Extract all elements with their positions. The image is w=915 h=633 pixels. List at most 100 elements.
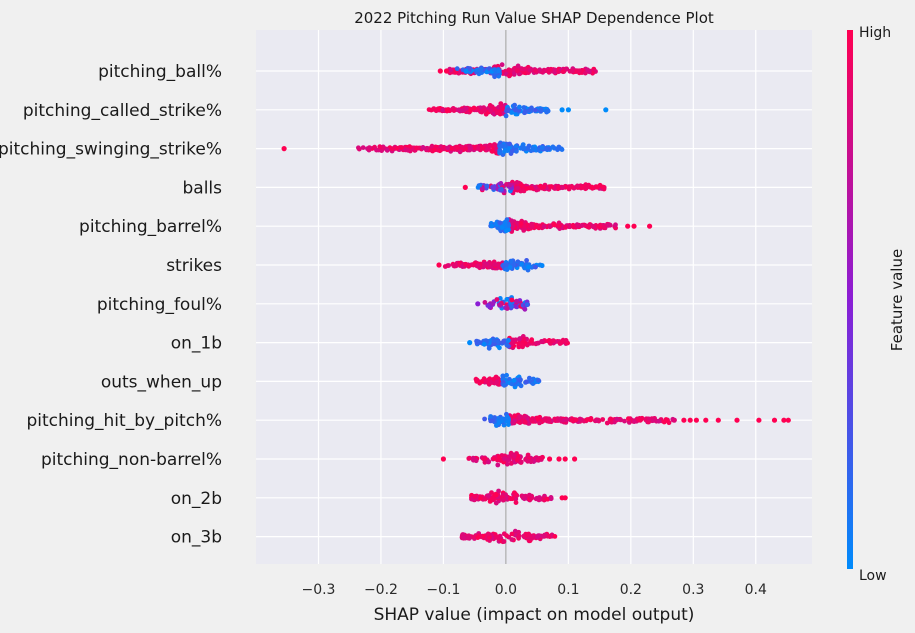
scatter-point [484, 183, 490, 189]
scatter-point [428, 107, 434, 113]
scatter-point [547, 224, 553, 229]
scatter-point [509, 304, 515, 309]
scatter-point [503, 113, 509, 119]
feature-labels: pitching_ball% pitching_called_strike%pit… [0, 62, 222, 548]
scatter-point [486, 345, 492, 351]
scatter-point [517, 104, 522, 110]
scatter-point [522, 66, 528, 72]
scatter-point [502, 219, 508, 225]
scatter-point [509, 297, 515, 303]
scatter-point [526, 108, 532, 113]
scatter-point [522, 419, 528, 425]
x-tick-label: 0.1 [557, 582, 579, 598]
scatter-point [440, 107, 445, 113]
scatter-point [527, 67, 533, 73]
scatter-point [501, 531, 507, 537]
scatter-point [493, 492, 499, 498]
scatter-point [651, 418, 656, 423]
scatter-point [466, 456, 472, 461]
scatter-point [510, 340, 516, 346]
scatter-point [560, 185, 566, 191]
scatter-point [482, 459, 488, 465]
scatter-point [575, 223, 581, 229]
scatter-point [521, 228, 527, 233]
scatter-point [485, 493, 491, 498]
scatter-point [580, 185, 585, 190]
scatter-point [513, 500, 519, 505]
scatter-point [432, 147, 437, 153]
scatter-point [512, 102, 517, 108]
scatter-point [522, 306, 528, 312]
scatter-point [508, 258, 514, 264]
outlier-point [681, 417, 687, 423]
scatter-point [444, 107, 450, 113]
scatter-point [656, 418, 662, 424]
scatter-point [626, 416, 631, 421]
x-tick-label: −0.1 [426, 582, 460, 598]
scatter-point [575, 183, 580, 189]
scatter-point [503, 228, 509, 234]
scatter-point [515, 220, 520, 226]
scatter-point [588, 417, 594, 423]
feature-label: on_1b [171, 334, 222, 354]
scatter-point [601, 225, 607, 231]
scatter-point [483, 338, 489, 343]
scatter-point [448, 67, 453, 73]
scatter-point [524, 186, 530, 191]
scatter-point [557, 341, 563, 346]
scatter-point [526, 264, 531, 270]
scatter-point [523, 379, 529, 385]
feature-label: pitching_non-barrel% [41, 450, 222, 470]
scatter-point [520, 493, 526, 499]
scatter-point [539, 145, 545, 150]
x-axis-label: SHAP value (impact on model output) [374, 605, 695, 625]
feature-label: pitching_hit_by_pitch% [26, 411, 222, 431]
colorbar [847, 30, 853, 569]
scatter-point [463, 146, 468, 152]
x-tick-label: 0.3 [682, 582, 704, 598]
scatter-point [528, 536, 534, 541]
scatter-point [509, 148, 515, 154]
scatter-point [482, 496, 488, 502]
scatter-point [529, 222, 535, 228]
scatter-point [377, 144, 383, 150]
scatter-point [539, 339, 545, 345]
scatter-point [551, 338, 556, 344]
scatter-point [461, 107, 467, 113]
scatter-point [486, 459, 491, 465]
scatter-point [384, 147, 390, 153]
scatter-point [494, 423, 499, 428]
scatter-point [534, 341, 539, 346]
scatter-point [471, 262, 476, 268]
scatter-point [467, 147, 472, 153]
scatter-point [513, 337, 518, 343]
feature-label: pitching_barrel% [79, 217, 222, 237]
scatter-point [475, 535, 481, 540]
scatter-point [521, 105, 527, 110]
outlier-point [562, 456, 568, 462]
outlier-point [734, 417, 740, 423]
scatter-point [548, 66, 554, 72]
scatter-point [525, 146, 530, 151]
feature-label: on_2b [171, 489, 222, 509]
outlier-point [462, 184, 468, 190]
scatter-point [360, 145, 366, 151]
scatter-point [506, 223, 512, 229]
scatter-point [536, 377, 541, 383]
scatter-point [516, 529, 522, 535]
scatter-point [573, 417, 579, 423]
scatter-point [481, 341, 487, 347]
scatter-point [528, 459, 534, 465]
scatter-point [544, 146, 549, 152]
scatter-point [482, 262, 487, 268]
scatter-point [542, 417, 547, 423]
scatter-point [561, 417, 567, 423]
scatter-point [484, 69, 490, 75]
scatter-point [467, 66, 473, 71]
scatter-point [507, 265, 513, 270]
scatter-point [489, 149, 495, 154]
scatter-point [478, 495, 483, 501]
colorbar-title: Feature value [888, 249, 906, 351]
scatter-point [524, 258, 529, 263]
